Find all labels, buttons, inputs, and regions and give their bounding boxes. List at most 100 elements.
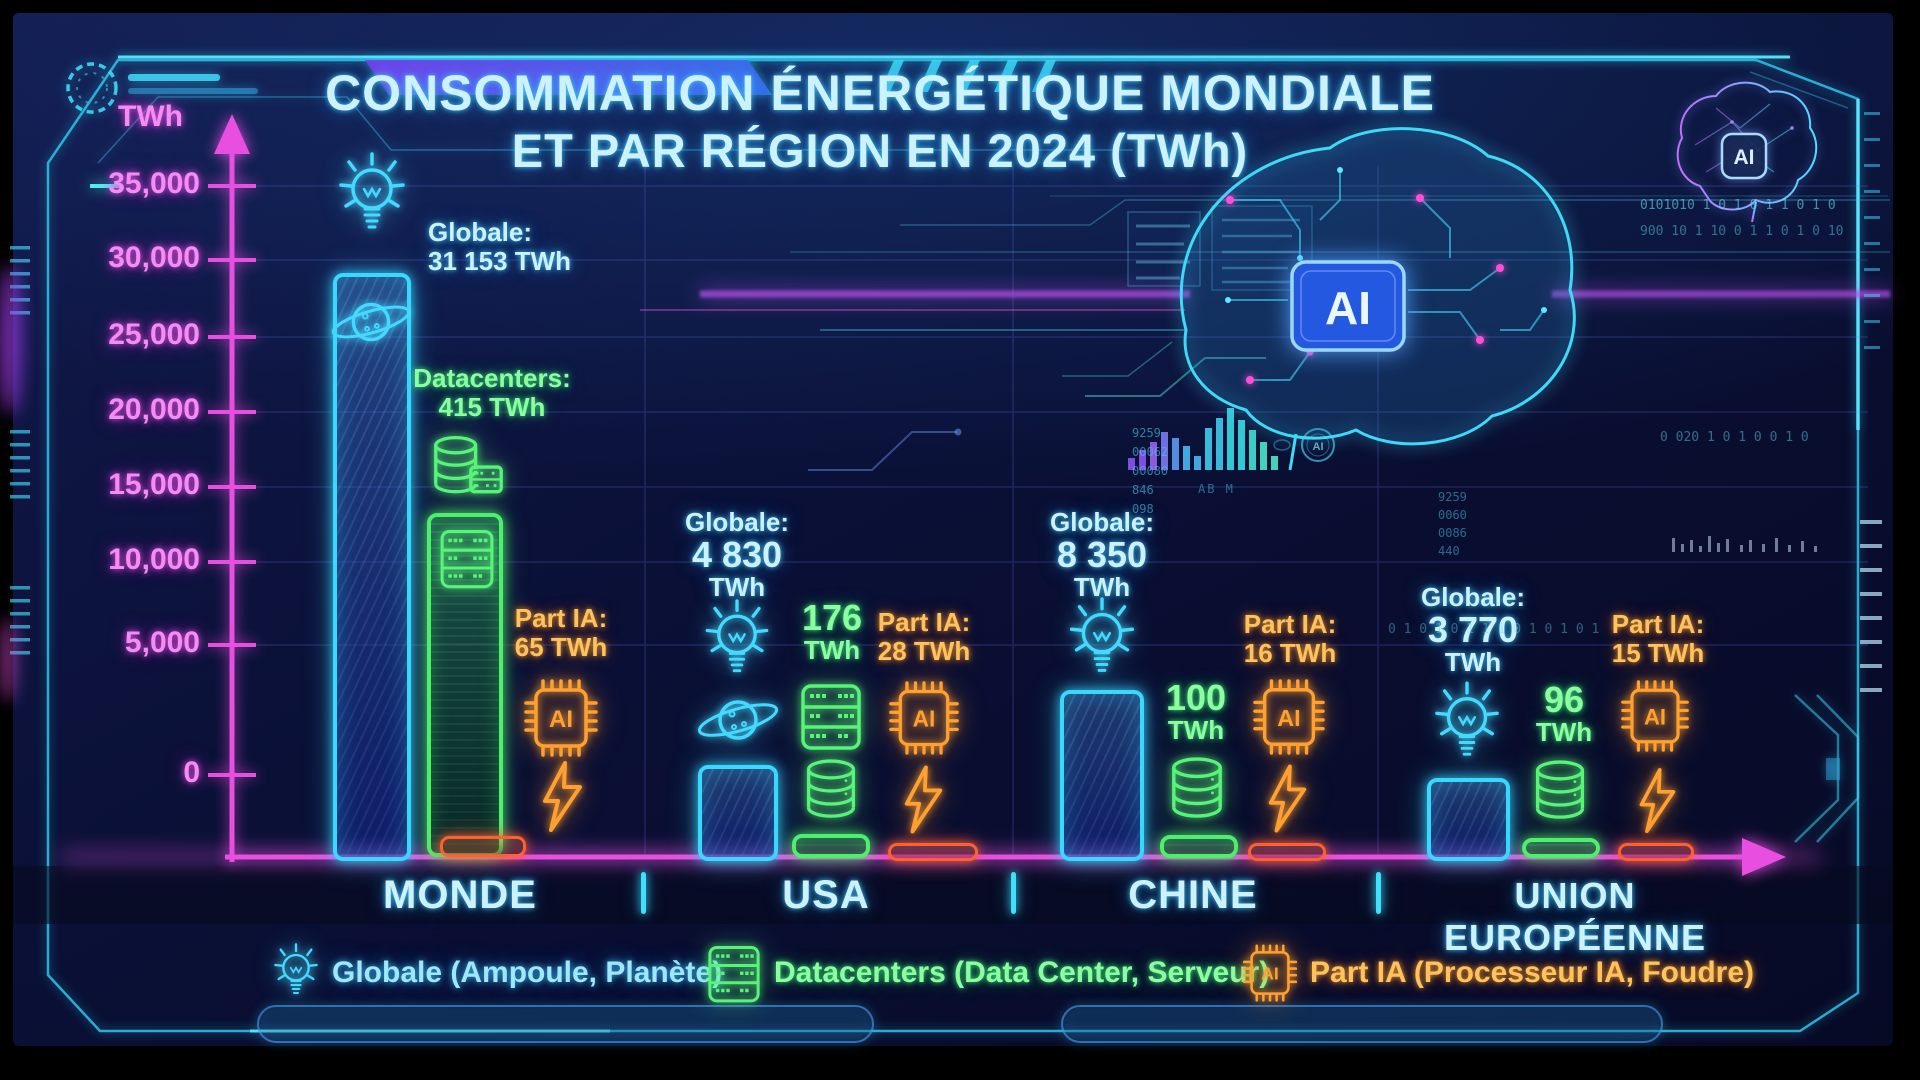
binary-decor: 900 10 1 10 0 1 1 0 1 0 10 [1640, 224, 1844, 239]
corner-brain-icon: AI [1676, 81, 1818, 223]
ue-globale-bar [1427, 778, 1510, 861]
chine-globale-bar [1060, 690, 1144, 861]
globale-value: 31 153 TWh [428, 246, 572, 276]
ue-datacenters-text: 96 TWh [1530, 682, 1598, 747]
globale-value: 4 830 [691, 534, 783, 575]
datacenters-unit: TWh [803, 635, 861, 665]
database-icon [1532, 758, 1588, 824]
datacenters-unit: TWh [1535, 717, 1593, 747]
lightning-icon [1635, 766, 1679, 836]
bulb-icon [1066, 596, 1138, 686]
bulb-icon [272, 940, 320, 1006]
corner-chip-ai-text: AI [1734, 146, 1755, 169]
hud-frame [46, 55, 1860, 1043]
teal-accent-line [90, 184, 120, 695]
brain-chip-ai-text: AI [1325, 282, 1371, 334]
y-tick-25000: 25,000 [108, 318, 200, 351]
part-ia-value: 65 TWh [514, 632, 608, 662]
y-tick-30000: 30,000 [108, 241, 200, 274]
digits-decor: 9259 00062 00080 846 098 [1132, 426, 1169, 516]
digits-decor: 9259 0060 0086 440 [1438, 490, 1467, 558]
right-edge-ticks [1860, 112, 1882, 692]
title-line2: ET PAR RÉGION EN 2024 (TWh) [511, 124, 1249, 177]
chine-globale-text: Globale: 8 350 TWh [1043, 508, 1161, 602]
ue-part-ia-bar [1618, 843, 1694, 861]
x-label-usa: USA [782, 873, 870, 917]
datacenters-value: 96 [1543, 679, 1585, 720]
datacenters-value: 100 [1165, 677, 1227, 718]
monde-globale-text: Globale: 31 153 TWh [428, 218, 571, 276]
lightning-icon [900, 764, 946, 836]
svg-text:AI: AI [1313, 441, 1324, 453]
top-trim-bar [365, 60, 772, 95]
hash-marks [880, 60, 1056, 92]
lightning-icon [1264, 762, 1310, 836]
part-ia-label: Part IA: [1243, 609, 1337, 639]
ai-chip-icon [1252, 678, 1326, 756]
purple-edge-glow [0, 265, 21, 415]
monde-globale-bar [333, 273, 411, 861]
y-tick-5000: 5,000 [124, 626, 200, 659]
lightning-icon [538, 760, 586, 834]
database-icon [1168, 756, 1226, 822]
server-rack-icon [706, 944, 762, 1006]
usa-globale-bar [698, 765, 778, 861]
ai-chip-icon [1242, 942, 1298, 1004]
y-tick-0: 0 [183, 756, 200, 789]
globale-label: Globale: [1049, 507, 1154, 537]
ue-datacenters-bar [1522, 838, 1600, 858]
monde-part-ia-text: Part IA: 65 TWh [505, 604, 617, 662]
ue-globale-text: Globale: 3 770 TWh [1412, 583, 1534, 677]
part-ia-label: Part IA: [877, 607, 971, 637]
planet-icon [694, 686, 782, 754]
abm-decor: AB M [1198, 482, 1235, 496]
legend-globale: Globale (Ampoule, Planète) [332, 956, 723, 989]
x-label-union-europeenne: UNION EUROPÉENNE [1443, 875, 1707, 958]
legend-datacenters: Datacenters (Data Center, Serveur) [774, 956, 1270, 989]
y-tick-35000: 35,000 [108, 167, 200, 200]
legend-part-ia: Part IA (Processeur IA, Foudre) [1310, 956, 1754, 989]
ai-emblem: AI [1273, 428, 1335, 462]
chine-datacenters-bar [1160, 835, 1238, 858]
brain-illustration: AI [1179, 127, 1576, 471]
ue-part-ia-text: Part IA: 15 TWh [1606, 610, 1710, 668]
title-line1: CONSOMMATION ÉNERGÉTIQUE MONDIALE [325, 65, 1435, 121]
ai-chip-icon [1620, 678, 1690, 754]
globale-label: Globale: [428, 217, 533, 247]
x-separator [1011, 872, 1016, 914]
chine-part-ia-bar [1248, 843, 1326, 861]
ai-chip-icon [523, 678, 599, 758]
left-edge-ticks [10, 246, 30, 655]
part-ia-label: Part IA: [514, 603, 608, 633]
datacenters-label: Datacenters: [413, 363, 571, 393]
globale-label: Globale: [684, 507, 789, 537]
equalizer-decor [1128, 408, 1278, 470]
bulb-icon [700, 598, 774, 686]
x-label-chine: CHINE [1128, 873, 1258, 917]
monde-datacenters-text: Datacenters: 415 TWh [413, 364, 571, 422]
part-ia-label: Part IA: [1611, 609, 1705, 639]
y-tick-10000: 10,000 [108, 543, 200, 576]
globale-unit: TWh [1444, 647, 1502, 677]
datacenters-unit: TWh [1167, 715, 1225, 745]
database-icon [803, 758, 859, 822]
gauge-icon [66, 62, 258, 114]
binary-decor: 0 020 1 0 1 0 0 1 0 [1660, 430, 1809, 445]
x-separator [641, 872, 646, 914]
bulb-icon [336, 150, 408, 244]
server-rack-icon [799, 682, 863, 754]
y-tick-15000: 15,000 [108, 468, 200, 501]
datacenters-value: 415 TWh [438, 392, 546, 422]
circuit-traces [640, 195, 1890, 471]
mini-histogram [1672, 536, 1817, 552]
x-separator [1376, 872, 1381, 914]
usa-datacenters-text: 176 TWh [793, 600, 871, 665]
globale-value: 8 350 [1056, 534, 1148, 575]
ai-chip-icon [888, 680, 960, 756]
globale-unit: TWh [708, 572, 766, 602]
y-tick-20000: 20,000 [108, 393, 200, 426]
x-label-monde: MONDE [383, 873, 537, 917]
part-ia-value: 16 TWh [1243, 638, 1337, 668]
binary-decor: 0101010 1 0 1 0 1 1 0 1 0 [1640, 198, 1836, 213]
